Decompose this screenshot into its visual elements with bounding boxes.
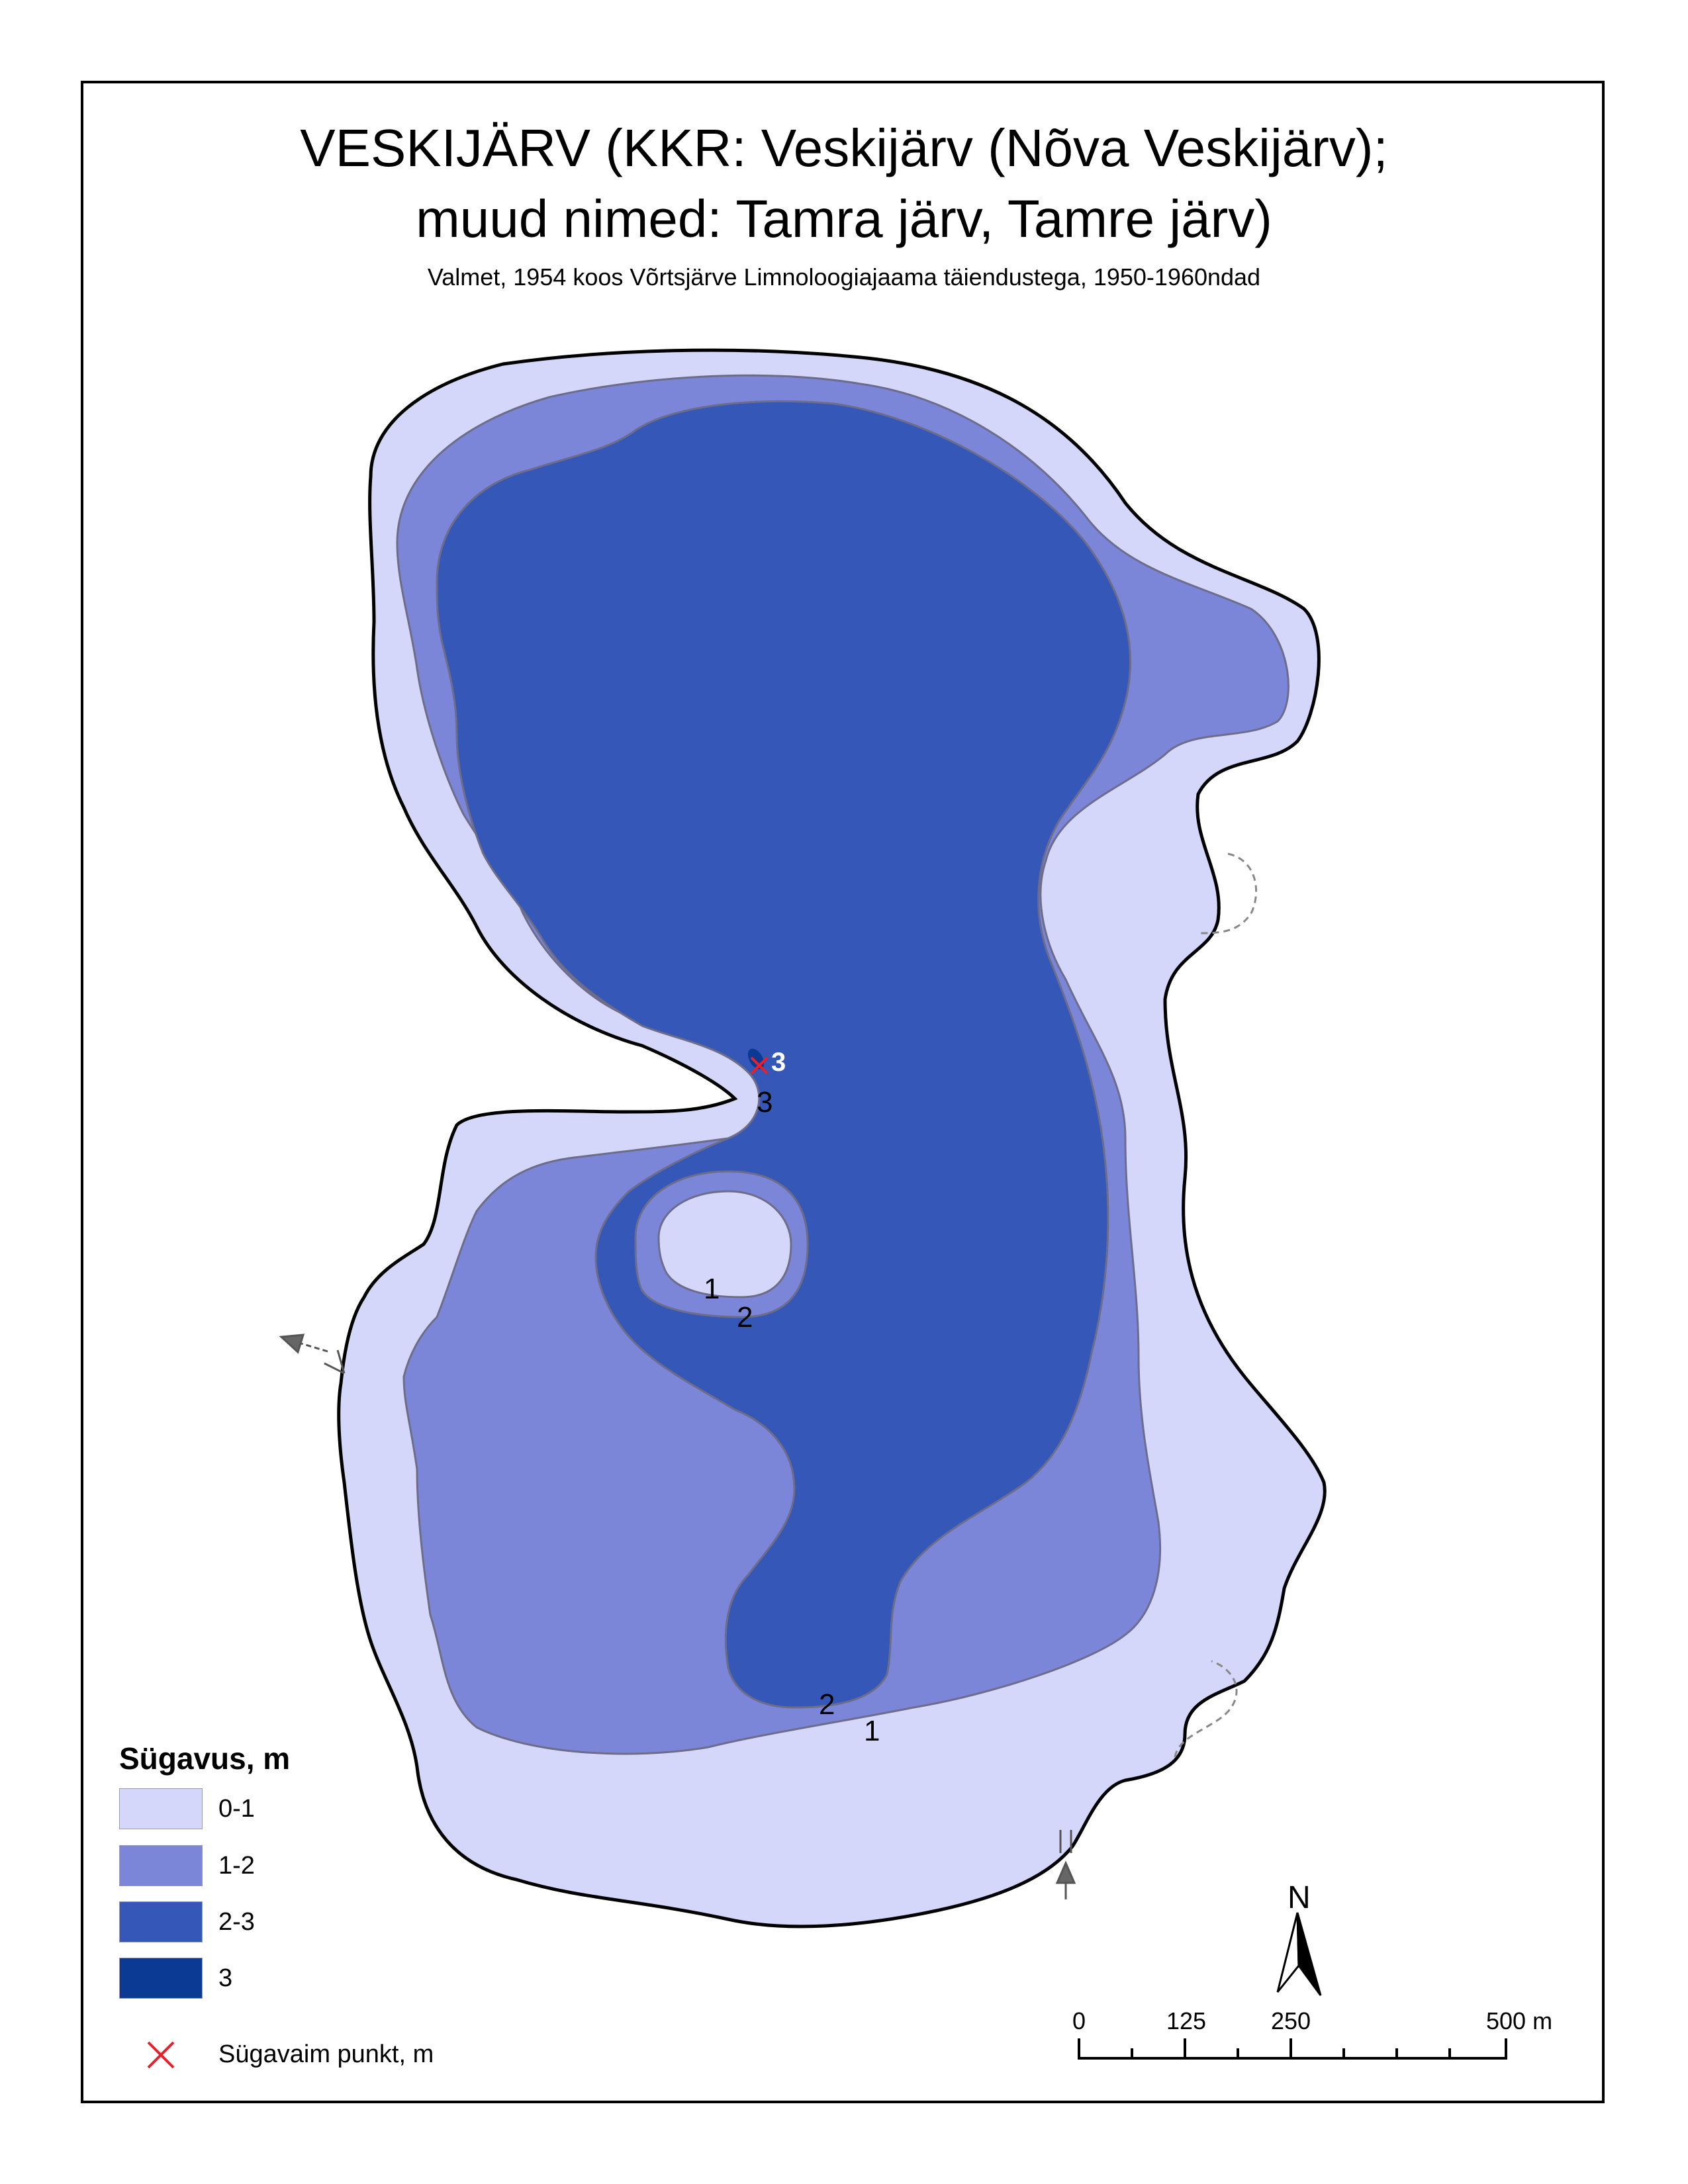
map-subtitle: Valmet, 1954 koos Võrtsjärve Limnoloogia…	[427, 263, 1261, 291]
legend-label-3: 3	[218, 1964, 233, 1992]
legend-swatch-3	[119, 1958, 203, 1999]
legend-swatch-1-2	[119, 1845, 203, 1886]
scale-label-0: 0	[1072, 2007, 1086, 2034]
depth-label-island-2: 2	[737, 1301, 753, 1334]
legend-label-2-3: 2-3	[218, 1908, 255, 1936]
legend-deepest-point-cross-icon	[147, 2041, 175, 2069]
scale-label-500m: 500 m	[1486, 2007, 1553, 2034]
depth-label-south-2: 2	[819, 1688, 835, 1721]
legend-title: Sügavus, m	[119, 1741, 291, 1776]
depth-label-island-1: 1	[704, 1273, 720, 1305]
map-frame	[81, 81, 1605, 2103]
depth-label-deep-black: 3	[757, 1086, 773, 1118]
legend-label-0-1: 0-1	[218, 1795, 255, 1823]
legend-swatch-2-3	[119, 1901, 203, 1942]
map-title-line-1: VESKIJÄRV (KKR: Veskijärv (Nõva Veskijär…	[300, 118, 1388, 177]
scale-label-125: 125	[1166, 2007, 1207, 2034]
scale-label-250: 250	[1271, 2007, 1311, 2034]
depth-label-south-1: 1	[864, 1715, 880, 1747]
north-label: N	[1288, 1880, 1311, 1915]
legend-swatch-0-1	[119, 1788, 203, 1829]
island-shallow-0-1	[657, 1190, 792, 1298]
north-arrow-icon	[1276, 1912, 1322, 1996]
scale-bar	[1078, 2038, 1507, 2060]
stream-south-dashed	[1174, 1660, 1238, 1758]
map-title-line-2: muud nimed: Tamra järv, Tamre järv)	[416, 189, 1272, 248]
depth-label-deep-white: 3	[771, 1048, 786, 1077]
legend-label-1-2: 1-2	[218, 1852, 255, 1880]
stream-east-dashed	[1197, 852, 1258, 934]
inflow-arrow-south	[1055, 1830, 1076, 1899]
depth-zone-2-3	[436, 400, 1131, 1709]
deepest-point-cross	[750, 1056, 769, 1075]
legend-deepest-point-label: Sügavaim punkt, m	[218, 2040, 434, 2068]
outflow-arrow-west	[279, 1334, 346, 1375]
